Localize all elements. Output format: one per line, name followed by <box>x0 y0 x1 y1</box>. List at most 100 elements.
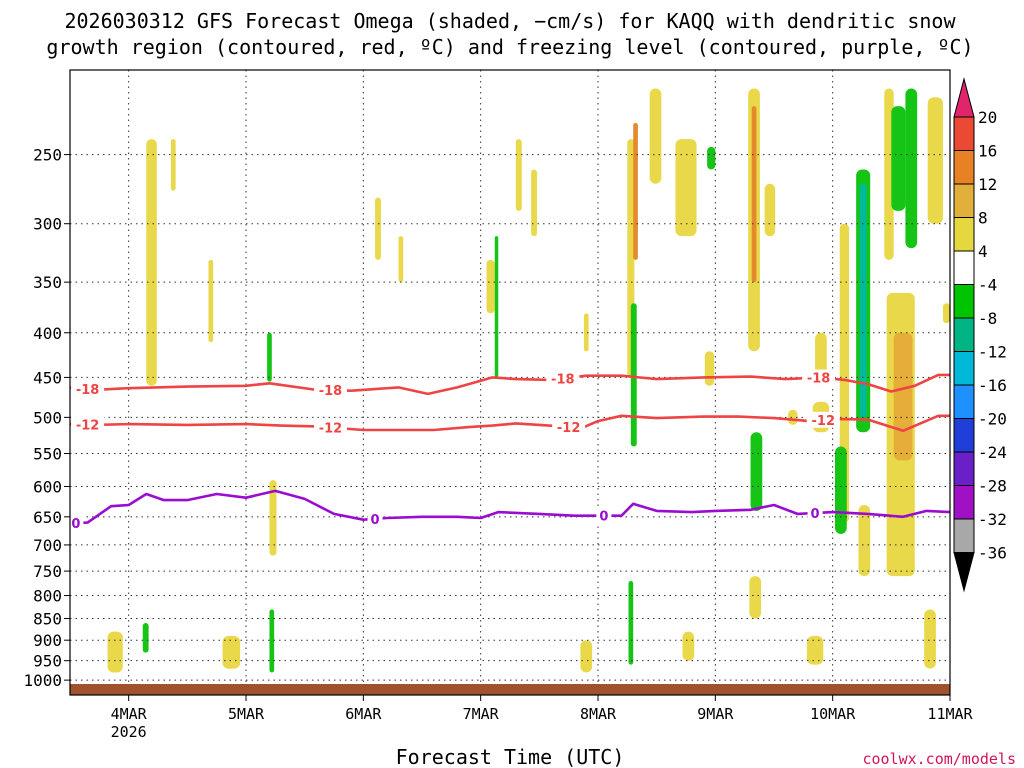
x-tick-label-8MAR: 8MAR <box>580 705 617 723</box>
colorbar: 20 16 12 8 4 -4 -8 -12 -16 -20 -24 -28 -32 -36 <box>953 77 1007 593</box>
omega-patch-12 <box>494 236 499 378</box>
colorbar-label--28: -28 <box>978 477 1007 496</box>
contour-label-bg-dgz-top-3 <box>802 369 836 386</box>
omega-patch-11 <box>486 259 495 314</box>
x-tick-sublabel-4MAR: 2026 <box>111 723 147 741</box>
omega-patch-0 <box>146 139 157 386</box>
contour-label-bg-dgz-top-0 <box>71 381 105 398</box>
omega-patch-29 <box>580 640 593 673</box>
omega-patch-1 <box>170 139 176 191</box>
colorbar-segment-8 <box>953 351 975 386</box>
terrain-band <box>70 684 950 695</box>
omega-patch-21 <box>707 146 716 170</box>
colorbar-label-4: 4 <box>978 242 988 261</box>
colorbar-segment-11 <box>953 451 975 486</box>
omega-patch-25 <box>764 183 776 237</box>
contour-label-dgz-top-0: -18 <box>76 383 100 398</box>
contour-label-bg-dgz-bottom-0 <box>71 416 105 433</box>
y-tick-label-600: 600 <box>33 477 62 496</box>
y-tick-label-400: 400 <box>33 324 62 343</box>
y-tick-label-250: 250 <box>33 146 62 165</box>
colorbar-label--16: -16 <box>978 376 1007 395</box>
omega-patch-6 <box>222 635 241 669</box>
y-tick-label-900: 900 <box>33 631 62 650</box>
colorbar-label-20: 20 <box>978 108 997 127</box>
colorbar-segment-13 <box>953 518 975 553</box>
colorbar-segment-3 <box>953 183 975 218</box>
omega-patch-14 <box>531 169 537 237</box>
colorbar-label--4: -4 <box>978 276 997 295</box>
y-tick-label-1000: 1000 <box>23 671 62 690</box>
colorbar-label-8: 8 <box>978 209 988 228</box>
x-axis-label: Forecast Time (UTC) <box>396 745 625 768</box>
contour-freezing-level <box>69 489 951 525</box>
colorbar-label--12: -12 <box>978 343 1007 362</box>
colorbar-label--8: -8 <box>978 309 997 328</box>
colorbar-segment-9 <box>953 384 975 419</box>
x-tick-label-9MAR: 9MAR <box>697 705 734 723</box>
colorbar-label-16: 16 <box>978 142 997 161</box>
colorbar-segment-6 <box>953 284 975 319</box>
colorbar-label--20: -20 <box>978 410 1007 429</box>
contour-label-dgz-bottom-0: -12 <box>76 419 100 434</box>
y-tick-label-800: 800 <box>33 587 62 606</box>
y-tick-label-500: 500 <box>33 408 62 427</box>
x-tick-label-6MAR: 6MAR <box>345 705 382 723</box>
contour-label-dgz-bottom-3: -12 <box>812 414 836 429</box>
y-axis-ticks: 250 300 350 400 450 500 550 600 650 700 750 800 850 9… <box>23 146 70 690</box>
omega-patch-30 <box>628 581 634 665</box>
omega-patch-22 <box>704 351 715 386</box>
contour-label-dgz-bottom-1: -12 <box>319 421 343 436</box>
contour-label-freezing-level-0: 0 <box>71 517 80 532</box>
contour-label-bg-dgz-top-1 <box>313 382 347 399</box>
omega-patch-43 <box>891 106 906 211</box>
omega-patch-8 <box>269 480 277 556</box>
omega-patch-44 <box>905 88 918 249</box>
contour-label-bg-dgz-bottom-2 <box>552 419 586 436</box>
y-tick-label-850: 850 <box>33 610 62 629</box>
colorbar-segment-7 <box>953 317 975 352</box>
contour-label-bg-freezing-level-1 <box>367 510 383 527</box>
omega-patch-27 <box>749 576 762 619</box>
contour-label-freezing-level-1: 0 <box>371 513 380 528</box>
colorbar-label--32: -32 <box>978 510 1007 529</box>
y-tick-label-950: 950 <box>33 652 62 671</box>
omega-patch-26 <box>750 432 763 511</box>
y-tick-label-550: 550 <box>33 444 62 463</box>
colorbar-segment-2 <box>953 150 975 185</box>
omega-patch-18 <box>633 122 638 260</box>
omega-patch-38 <box>859 183 867 418</box>
omega-patch-47 <box>942 303 950 324</box>
plot-area: -18 -18 -18 -18 -12 -12 -12 -12 0 0 0 0 <box>68 69 951 696</box>
omega-patch-34 <box>806 635 824 665</box>
contour-label-bg-freezing-level-2 <box>596 507 612 524</box>
grid-lines <box>70 70 951 695</box>
x-tick-label-10MAR: 10MAR <box>810 705 856 723</box>
x-tick-label-7MAR: 7MAR <box>463 705 500 723</box>
omega-patch-9 <box>375 197 381 260</box>
credit-text[interactable]: coolwx.com/models <box>862 750 1016 768</box>
omega-patch-20 <box>675 139 697 237</box>
omega-patch-19 <box>649 88 662 184</box>
colorbar-segment-4 <box>953 217 975 252</box>
x-tick-label-4MAR: 4MAR <box>111 705 148 723</box>
colorbar-label--36: -36 <box>978 544 1007 563</box>
contour-label-bg-dgz-top-2 <box>546 370 580 387</box>
y-tick-label-650: 650 <box>33 508 62 527</box>
omega-patch-45 <box>927 97 943 224</box>
omega-patch-24 <box>751 106 757 283</box>
colorbar-segment-10 <box>953 418 975 453</box>
contour-label-bg-freezing-level-0 <box>68 514 84 531</box>
y-tick-label-300: 300 <box>33 215 62 234</box>
y-tick-label-450: 450 <box>33 368 62 387</box>
omega-patch-10 <box>398 236 404 283</box>
colorbar-label-12: 12 <box>978 175 997 194</box>
omega-patch-15 <box>583 313 589 352</box>
contour-label-bg-freezing-level-3 <box>807 505 823 522</box>
contour-label-bg-dgz-bottom-3 <box>806 411 840 428</box>
contour-label-dgz-top-1: -18 <box>319 384 343 399</box>
colorbar-segment-12 <box>953 485 975 520</box>
colorbar-bottom-arrow <box>953 552 975 593</box>
